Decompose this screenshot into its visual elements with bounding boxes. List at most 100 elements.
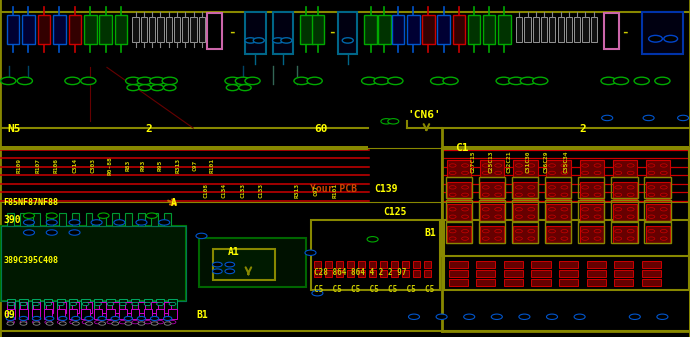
Bar [545, 200, 571, 221]
Bar [566, 17, 572, 42]
Circle shape [495, 164, 502, 167]
Bar [86, 213, 92, 226]
Circle shape [627, 193, 634, 196]
Circle shape [561, 229, 568, 233]
Circle shape [515, 186, 522, 189]
Circle shape [582, 208, 589, 211]
Text: 390: 390 [3, 215, 21, 225]
Circle shape [515, 171, 522, 175]
Circle shape [462, 164, 469, 167]
Bar [33, 301, 40, 313]
Circle shape [126, 77, 141, 85]
Circle shape [7, 322, 14, 325]
Bar [646, 226, 670, 243]
Circle shape [549, 171, 555, 175]
Bar [141, 17, 147, 42]
Bar [447, 226, 471, 243]
Bar [513, 204, 538, 221]
Bar [644, 177, 671, 198]
Bar [407, 15, 420, 44]
Bar [190, 17, 197, 42]
Circle shape [72, 322, 79, 325]
Circle shape [85, 316, 93, 320]
Circle shape [33, 322, 40, 325]
Circle shape [582, 186, 589, 189]
Bar [94, 299, 102, 309]
Circle shape [46, 322, 53, 325]
Bar [149, 17, 155, 42]
Circle shape [107, 320, 114, 324]
Bar [580, 204, 604, 221]
Bar [144, 309, 152, 319]
Circle shape [46, 213, 57, 218]
Bar [444, 220, 689, 290]
Bar [53, 15, 66, 44]
Circle shape [615, 215, 622, 218]
Text: C27C15: C27C15 [470, 151, 475, 173]
Circle shape [615, 186, 622, 189]
Circle shape [627, 171, 634, 175]
Circle shape [528, 193, 535, 196]
Circle shape [648, 186, 655, 189]
Circle shape [144, 320, 151, 324]
Bar [580, 160, 604, 177]
Circle shape [482, 215, 489, 218]
Bar [546, 226, 571, 243]
Circle shape [449, 164, 456, 167]
Bar [106, 309, 115, 319]
Bar [19, 309, 28, 319]
Bar [480, 204, 504, 221]
Circle shape [114, 220, 125, 225]
Bar [99, 301, 106, 313]
Circle shape [45, 302, 52, 306]
Bar [531, 279, 551, 286]
Bar [69, 309, 77, 319]
Circle shape [162, 77, 177, 85]
Circle shape [98, 213, 109, 218]
Text: B1: B1 [197, 310, 208, 320]
Bar [582, 17, 589, 42]
Circle shape [449, 237, 456, 240]
Bar [20, 213, 27, 226]
Circle shape [627, 164, 634, 167]
Bar [182, 17, 188, 42]
Circle shape [482, 186, 489, 189]
Bar [580, 182, 604, 199]
Bar [358, 261, 365, 268]
Text: 09: 09 [3, 310, 15, 320]
Bar [7, 302, 14, 313]
Circle shape [196, 233, 207, 239]
Bar [546, 160, 571, 177]
Circle shape [70, 302, 77, 306]
Circle shape [655, 77, 670, 85]
Bar [424, 261, 431, 268]
Bar [558, 17, 564, 42]
Bar [164, 301, 171, 313]
Circle shape [82, 302, 89, 306]
Circle shape [32, 316, 41, 320]
Bar [72, 302, 79, 313]
Circle shape [643, 115, 654, 121]
Circle shape [45, 320, 52, 324]
Circle shape [81, 77, 96, 85]
Circle shape [95, 302, 101, 306]
Bar [0, 146, 368, 150]
Bar [545, 177, 571, 198]
Circle shape [151, 322, 158, 325]
Bar [46, 301, 53, 313]
Circle shape [482, 164, 489, 167]
Circle shape [594, 208, 601, 211]
Circle shape [23, 220, 34, 225]
Circle shape [139, 85, 151, 91]
Circle shape [449, 229, 456, 233]
Bar [369, 270, 376, 277]
Bar [72, 301, 79, 313]
Circle shape [82, 320, 89, 324]
Bar [479, 177, 505, 198]
Circle shape [72, 316, 80, 320]
Text: R106: R106 [54, 158, 59, 173]
Bar [611, 200, 638, 221]
Circle shape [1, 77, 16, 85]
Circle shape [615, 237, 622, 240]
Circle shape [594, 164, 601, 167]
